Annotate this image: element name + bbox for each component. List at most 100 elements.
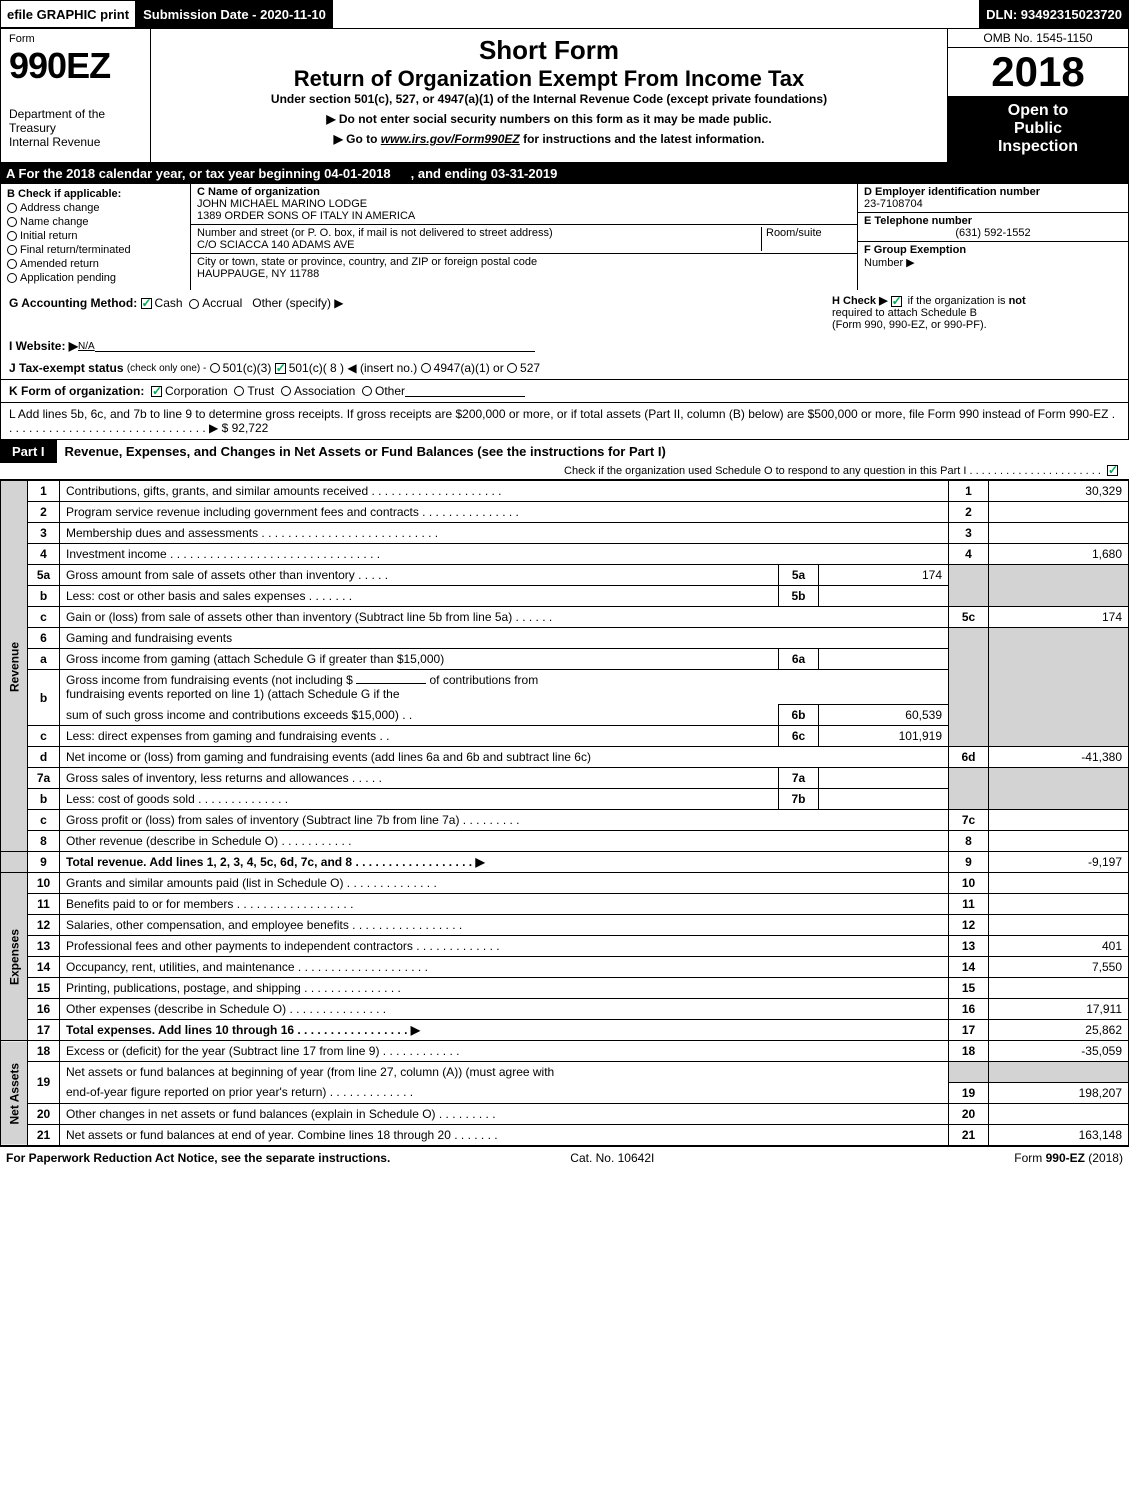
l21-mark: 21 (949, 1124, 989, 1145)
expenses-side-label: Expenses (1, 873, 28, 1041)
cash-checkbox[interactable] (141, 298, 152, 309)
l10-num: 10 (28, 873, 60, 894)
l1-desc: Contributions, gifts, grants, and simila… (60, 481, 949, 502)
l5c-amt: 174 (989, 607, 1129, 628)
form-label: Form (9, 33, 142, 45)
goto-prefix: ▶ Go to (334, 132, 381, 146)
amended-return-radio[interactable] (7, 259, 17, 269)
h-text3: required to attach Schedule B (832, 307, 977, 319)
form-number: 990EZ (9, 45, 142, 87)
footer-left: For Paperwork Reduction Act Notice, see … (6, 1151, 390, 1165)
l10-amt (989, 873, 1129, 894)
section-b: B Check if applicable: Address change Na… (1, 184, 191, 290)
b-opt-0: Address change (20, 202, 100, 214)
l7c-num: c (28, 810, 60, 831)
i-value: N/A (78, 341, 95, 352)
initial-return-radio[interactable] (7, 231, 17, 241)
l7b-subval (819, 789, 949, 810)
l5b-desc: Less: cost or other basis and sales expe… (60, 586, 779, 607)
c-label: C Name of organization (197, 186, 320, 198)
l8-amt (989, 831, 1129, 852)
l12-amt (989, 915, 1129, 936)
l6b-desc3: fundraising events reported on line 1) (… (66, 687, 400, 701)
application-pending-radio[interactable] (7, 273, 17, 283)
l4-amt: 1,680 (989, 544, 1129, 565)
section-h: H Check ▶ if the organization is not req… (828, 290, 1128, 335)
l5a-desc: Gross amount from sale of assets other t… (60, 565, 779, 586)
l11-desc: Benefits paid to or for members . . . . … (60, 894, 949, 915)
k-opt-0: Corporation (165, 384, 228, 398)
l6d-num: d (28, 747, 60, 768)
part-i-title: Revenue, Expenses, and Changes in Net As… (57, 440, 1129, 463)
k-assoc-radio[interactable] (281, 386, 291, 396)
l20-amt (989, 1103, 1129, 1124)
j-501c-checkbox[interactable] (275, 363, 286, 374)
k-corp-checkbox[interactable] (151, 386, 162, 397)
j-label: J Tax-exempt status (9, 361, 124, 375)
l5ab-shade-amt (989, 565, 1129, 607)
line-i: I Website: ▶ N/A (0, 335, 1129, 357)
l13-desc: Professional fees and other payments to … (60, 936, 949, 957)
j-501c3-radio[interactable] (210, 363, 220, 373)
revenue-side-label: Revenue (1, 481, 28, 852)
l18-desc: Excess or (deficit) for the year (Subtra… (60, 1041, 949, 1062)
l6-desc: Gaming and fundraising events (60, 628, 949, 649)
k-other-blank[interactable] (405, 385, 525, 397)
b-opt-5: Application pending (20, 272, 116, 284)
l18-amt: -35,059 (989, 1041, 1129, 1062)
l6c-subval: 101,919 (819, 726, 949, 747)
l19-mark: 19 (949, 1082, 989, 1103)
schedule-o-checkbox[interactable] (1107, 465, 1118, 476)
l7a-num: 7a (28, 768, 60, 789)
inspection-box: Open to Public Inspection (948, 96, 1128, 162)
j-o4: 527 (520, 361, 540, 375)
l6a-subval (819, 649, 949, 670)
l7c-mark: 7c (949, 810, 989, 831)
k-trust-radio[interactable] (234, 386, 244, 396)
line-j: J Tax-exempt status (check only one) - 5… (0, 357, 1129, 380)
l3-mark: 3 (949, 523, 989, 544)
goto-line: ▶ Go to www.irs.gov/Form990EZ for instru… (157, 132, 941, 146)
l6b-num: b (28, 670, 60, 726)
l17-amt: 25,862 (989, 1020, 1129, 1041)
l13-mark: 13 (949, 936, 989, 957)
final-return-radio[interactable] (7, 245, 17, 255)
j-4947-radio[interactable] (421, 363, 431, 373)
l15-desc: Printing, publications, postage, and shi… (60, 978, 949, 999)
footer-right: Form 990-EZ (2018) (1014, 1151, 1123, 1165)
l3-desc: Membership dues and assessments . . . . … (60, 523, 949, 544)
l12-mark: 12 (949, 915, 989, 936)
address-change-radio[interactable] (7, 203, 17, 213)
k-other-radio[interactable] (362, 386, 372, 396)
l19-shade-amt (989, 1062, 1129, 1083)
l6a-desc: Gross income from gaming (attach Schedul… (60, 649, 779, 670)
l4-mark: 4 (949, 544, 989, 565)
l10-mark: 10 (949, 873, 989, 894)
goto-link[interactable]: www.irs.gov/Form990EZ (381, 132, 520, 146)
check-o-text: Check if the organization used Schedule … (564, 465, 1101, 477)
phone: (631) 592-1552 (864, 227, 1122, 239)
warning-line: ▶ Do not enter social security numbers o… (157, 112, 941, 126)
l14-num: 14 (28, 957, 60, 978)
l6-shade-mark (949, 628, 989, 747)
l5ab-shade-mark (949, 565, 989, 607)
l6b-desc4: sum of such gross income and contributio… (60, 705, 779, 726)
l12-num: 12 (28, 915, 60, 936)
l1-amt: 30,329 (989, 481, 1129, 502)
l14-desc: Occupancy, rent, utilities, and maintena… (60, 957, 949, 978)
h-pre: H Check ▶ (832, 295, 888, 307)
addr-label: Number and street (or P. O. box, if mail… (197, 227, 553, 239)
addr: C/O SCIACCA 140 ADAMS AVE (197, 239, 355, 251)
b-title: B Check if applicable: (7, 188, 184, 200)
period-begin: A For the 2018 calendar year, or tax yea… (6, 166, 391, 181)
k-opt-1: Trust (247, 384, 274, 398)
submission-date: Submission Date - 2020-11-10 (136, 0, 333, 28)
l3-num: 3 (28, 523, 60, 544)
h-checkbox[interactable] (891, 296, 902, 307)
l18-mark: 18 (949, 1041, 989, 1062)
j-527-radio[interactable] (507, 363, 517, 373)
l6-shade-amt (989, 628, 1129, 747)
i-blank (95, 340, 535, 352)
accrual-radio[interactable] (189, 299, 199, 309)
name-change-radio[interactable] (7, 217, 17, 227)
